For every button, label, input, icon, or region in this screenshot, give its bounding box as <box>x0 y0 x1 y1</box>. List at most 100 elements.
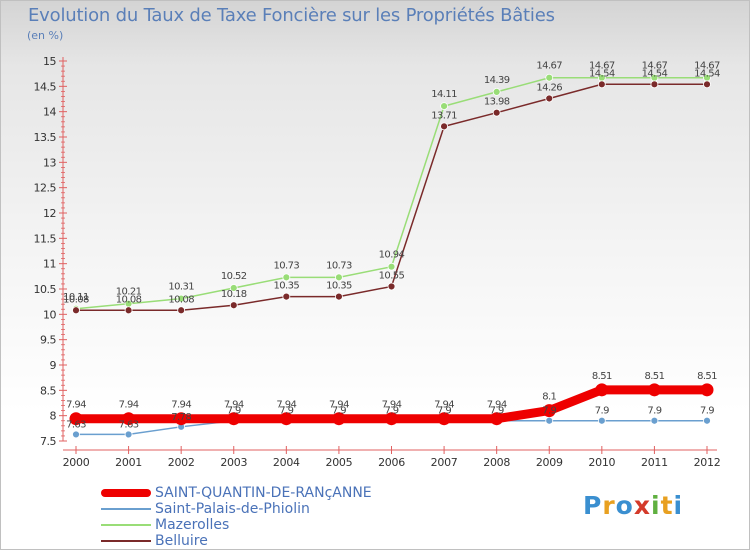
data-point <box>282 273 291 282</box>
data-point <box>545 416 554 425</box>
data-label: 7.9 <box>700 406 714 417</box>
logo-letter: o <box>615 491 634 520</box>
data-label: 7.63 <box>66 419 86 430</box>
y-tick-label: 10.5 <box>34 283 57 296</box>
data-label: 7.94 <box>171 400 191 411</box>
y-tick-label: 15 <box>43 55 56 68</box>
y-tick-label: 13.5 <box>34 131 57 144</box>
data-point <box>69 412 83 426</box>
logo-letter: r <box>602 491 616 520</box>
data-label: 7.9 <box>542 406 556 417</box>
data-point <box>595 383 609 397</box>
y-tick-label: 14.5 <box>34 80 57 93</box>
data-label: 7.94 <box>487 400 507 411</box>
data-point <box>279 412 293 426</box>
data-label: 14.39 <box>484 75 510 86</box>
data-label: 13.71 <box>431 110 457 121</box>
data-label: 7.94 <box>66 400 86 411</box>
x-tick-label: 2009 <box>536 456 563 469</box>
y-tick-label: 12.5 <box>34 182 57 195</box>
x-tick-label: 2008 <box>483 456 510 469</box>
data-point <box>440 122 448 131</box>
data-label: 14.54 <box>642 68 668 79</box>
data-label: 14.26 <box>536 82 562 93</box>
data-label: 10.31 <box>168 282 194 293</box>
data-point <box>335 292 343 301</box>
data-label: 7.9 <box>647 406 661 417</box>
data-label: 10.08 <box>63 294 89 305</box>
data-label: 7.94 <box>224 400 244 411</box>
legend-swatch-mazerolles <box>101 524 151 526</box>
data-point <box>703 80 711 89</box>
y-tick-label: 11.5 <box>34 232 57 245</box>
x-tick-label: 2004 <box>273 456 300 469</box>
x-tick-label: 2003 <box>220 456 247 469</box>
data-label: 10.35 <box>326 281 352 292</box>
data-label: 14.54 <box>694 68 720 79</box>
data-label: 14.67 <box>536 61 562 72</box>
data-point <box>387 282 396 291</box>
data-label: 7.9 <box>384 406 398 417</box>
data-label: 7.94 <box>329 400 349 411</box>
data-label: 7.9 <box>595 406 609 417</box>
data-point <box>703 416 711 425</box>
legend-label-saint-quantin: SAINT-QUANTIN-DE-RANçANNE <box>155 485 372 501</box>
data-point <box>332 412 346 426</box>
chart-unit-label: (en %) <box>27 29 64 42</box>
data-label: 8.1 <box>542 392 556 403</box>
legend-label-belluire: Belluire <box>155 533 208 549</box>
data-point <box>387 262 396 271</box>
data-point <box>72 430 80 439</box>
data-point <box>124 306 133 315</box>
data-point <box>650 416 659 425</box>
logo-letter: i <box>673 491 684 520</box>
data-point <box>385 412 398 426</box>
data-point <box>174 412 188 426</box>
y-tick-label: 7.5 <box>40 435 56 448</box>
proxiti-logo: Proxiti <box>583 491 683 520</box>
data-label: 7.94 <box>382 400 402 411</box>
data-label: 14.54 <box>589 68 615 79</box>
data-label: 10.52 <box>221 271 247 282</box>
data-label: 14.11 <box>431 89 457 100</box>
data-point <box>229 284 238 292</box>
data-label: 8.51 <box>697 371 717 382</box>
legend-swatch-belluire <box>101 540 151 542</box>
legend-label-saint-palais: Saint-Palais-de-Phiolin <box>155 501 310 517</box>
data-point <box>122 412 136 426</box>
x-tick-label: 2012 <box>694 456 721 469</box>
data-point <box>492 108 501 117</box>
data-label: 7.94 <box>276 400 296 411</box>
x-tick-label: 2000 <box>63 456 90 469</box>
legend-swatch-saint-palais <box>101 508 151 510</box>
y-tick-label: 10 <box>43 308 56 321</box>
chart-title: Evolution du Taux de Taxe Foncière sur l… <box>28 5 555 26</box>
x-tick-label: 2011 <box>641 456 668 469</box>
data-point <box>490 412 504 426</box>
data-label: 14.67 <box>694 61 720 72</box>
data-point <box>545 73 554 82</box>
legend-swatch-saint-quantin <box>101 489 151 497</box>
x-tick-label: 2010 <box>588 456 615 469</box>
logo-letter: x <box>633 491 651 520</box>
data-label: 7.9 <box>279 406 293 417</box>
y-tick-label: 8.5 <box>40 384 56 397</box>
data-point <box>440 102 448 110</box>
logo-letter: t <box>660 491 674 520</box>
data-point <box>700 383 714 397</box>
data-label: 10.73 <box>326 260 352 271</box>
data-label: 7.94 <box>434 400 454 411</box>
y-tick-label: 12 <box>43 207 56 220</box>
data-label: 10.11 <box>63 292 89 303</box>
data-label: 14.67 <box>589 61 615 72</box>
x-tick-label: 2005 <box>326 456 353 469</box>
data-label: 7.9 <box>437 406 451 417</box>
x-tick-label: 2002 <box>168 456 195 469</box>
data-label: 10.55 <box>379 270 405 281</box>
logo-letter: i <box>651 491 661 520</box>
data-label: 13.98 <box>484 97 510 108</box>
data-label: 7.63 <box>119 419 139 430</box>
y-tick-label: 11 <box>43 258 56 271</box>
